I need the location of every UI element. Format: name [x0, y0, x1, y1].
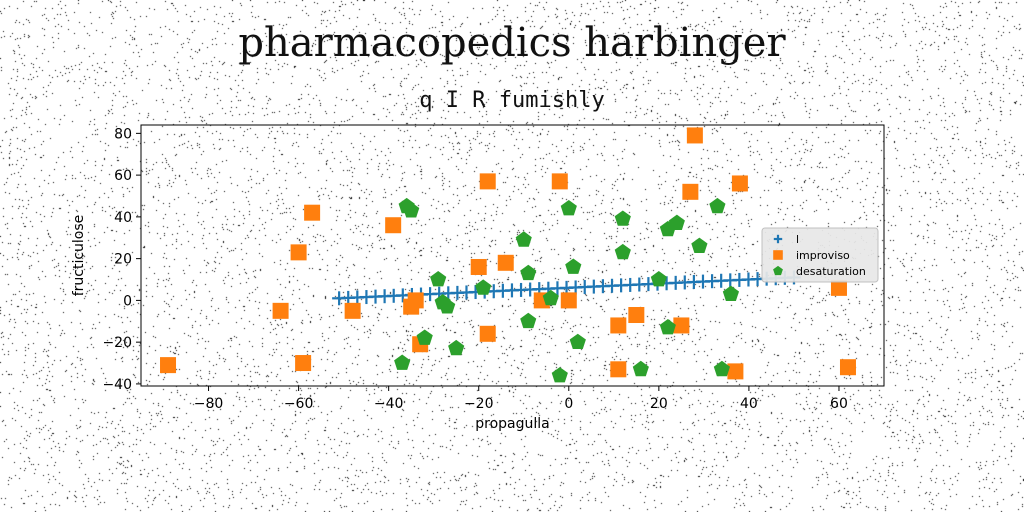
- data-point-desaturation: [565, 259, 581, 274]
- x-tick-label: −40: [374, 396, 404, 412]
- data-point-desaturation: [723, 286, 739, 301]
- x-tick-label: 20: [650, 396, 668, 412]
- data-point-improviso: [480, 173, 496, 189]
- data-point-desaturation: [633, 361, 649, 376]
- x-tick-label: 40: [740, 396, 758, 412]
- legend-label: improviso: [796, 249, 850, 262]
- data-point-desaturation: [709, 198, 725, 213]
- data-point-desaturation: [417, 330, 433, 345]
- data-point-improviso: [498, 255, 514, 271]
- data-point-improviso: [345, 303, 361, 319]
- data-point-desaturation: [570, 334, 586, 349]
- data-point-desaturation: [448, 340, 464, 355]
- y-tick-label: 60: [114, 168, 132, 184]
- x-tick-label: −20: [464, 396, 494, 412]
- data-point-desaturation: [430, 271, 446, 286]
- y-tick-label: −40: [102, 377, 132, 393]
- data-point-desaturation: [561, 200, 577, 215]
- x-tick-label: −60: [284, 396, 314, 412]
- x-axis-label: propagulla: [475, 416, 549, 432]
- data-point-improviso: [480, 326, 496, 342]
- legend: l improviso desaturation: [762, 228, 878, 282]
- data-point-improviso: [732, 175, 748, 191]
- y-tick-label: 0: [123, 293, 132, 309]
- data-point-improviso: [408, 292, 424, 308]
- data-point-improviso: [471, 259, 487, 275]
- data-point-improviso: [687, 127, 703, 143]
- y-tick-label: 40: [114, 210, 132, 226]
- y-axis-label: fructiculose: [71, 215, 87, 297]
- legend-marker-improviso: [773, 250, 783, 260]
- data-point-desaturation: [615, 244, 631, 259]
- y-tick-label: 20: [114, 252, 132, 268]
- x-tick-label: −80: [194, 396, 224, 412]
- data-point-improviso: [304, 205, 320, 221]
- x-tick-label: 60: [830, 396, 848, 412]
- data-point-desaturation: [516, 231, 532, 246]
- data-point-desaturation: [615, 211, 631, 226]
- data-point-improviso: [552, 173, 568, 189]
- data-point-improviso: [273, 303, 289, 319]
- data-point-improviso: [610, 361, 626, 377]
- data-point-desaturation: [714, 361, 730, 376]
- y-tick-label: 80: [114, 126, 132, 142]
- data-point-improviso: [682, 184, 698, 200]
- legend-label: l: [796, 233, 799, 246]
- data-point-desaturation: [520, 313, 536, 328]
- data-point-improviso: [295, 355, 311, 371]
- data-point-improviso: [385, 217, 401, 233]
- y-tick-label: −20: [102, 335, 132, 351]
- data-point-desaturation: [394, 355, 410, 370]
- data-point-desaturation: [475, 279, 491, 294]
- data-point-improviso: [561, 292, 577, 308]
- data-point-improviso: [673, 317, 689, 333]
- plot-marks: [160, 127, 856, 382]
- data-point-improviso: [727, 363, 743, 379]
- data-point-desaturation: [651, 271, 667, 286]
- data-point-improviso: [628, 307, 644, 323]
- x-tick-label: 0: [564, 396, 573, 412]
- data-point-improviso: [291, 244, 307, 260]
- x-axis-ticks: −80 −60 −40 −20 0 20 40 60: [194, 386, 848, 412]
- data-point-improviso: [160, 357, 176, 373]
- y-axis-ticks: −40 −20 0 20 40 60 80: [102, 126, 141, 393]
- data-point-desaturation: [669, 215, 685, 230]
- legend-label: desaturation: [796, 265, 866, 278]
- data-point-desaturation: [691, 238, 707, 253]
- data-point-desaturation: [552, 367, 568, 382]
- data-point-improviso: [840, 359, 856, 375]
- data-point-desaturation: [520, 265, 536, 280]
- data-point-improviso: [610, 317, 626, 333]
